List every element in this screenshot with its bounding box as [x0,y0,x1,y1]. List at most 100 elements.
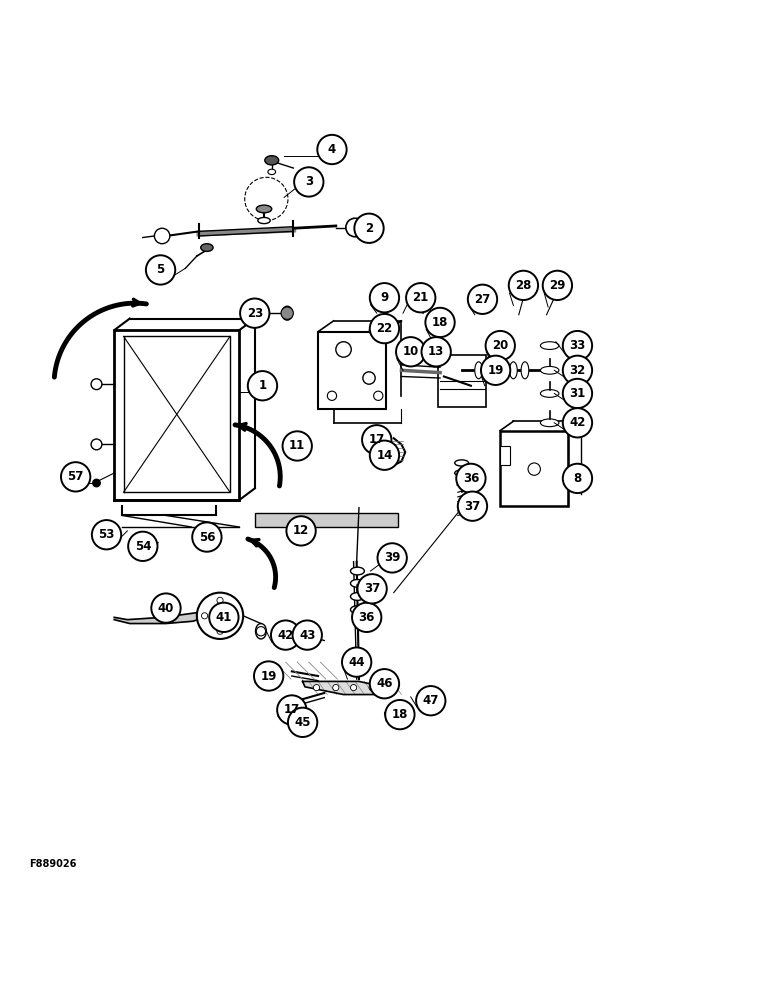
Circle shape [154,228,170,244]
Circle shape [333,685,339,691]
Ellipse shape [350,580,364,587]
Text: 36: 36 [358,611,375,624]
Circle shape [274,629,282,637]
Circle shape [486,331,515,360]
Circle shape [317,135,347,164]
Circle shape [313,685,320,691]
Circle shape [281,307,293,319]
Text: 22: 22 [376,322,393,335]
Text: 32: 32 [569,364,586,377]
Circle shape [370,314,399,343]
Text: 3: 3 [305,175,313,188]
Text: 47: 47 [422,694,439,707]
Circle shape [406,283,435,312]
Circle shape [146,255,175,285]
Text: 5: 5 [157,263,164,276]
Text: 4: 4 [328,143,336,156]
Ellipse shape [540,419,559,427]
Ellipse shape [273,626,283,640]
Circle shape [425,308,455,337]
Text: 19: 19 [260,670,277,683]
Text: 36: 36 [462,472,479,485]
Circle shape [256,627,266,636]
Circle shape [543,271,572,300]
Circle shape [294,167,323,197]
Ellipse shape [200,608,208,620]
Circle shape [509,271,538,300]
Text: 9: 9 [381,291,388,304]
Circle shape [458,492,487,521]
Circle shape [286,516,316,546]
Circle shape [350,685,357,691]
Circle shape [422,337,451,366]
Circle shape [563,464,592,493]
Bar [500,446,510,465]
Ellipse shape [455,470,469,476]
Text: 40: 40 [157,602,174,615]
Text: 18: 18 [391,708,408,721]
Circle shape [370,441,399,470]
Circle shape [283,431,312,461]
Ellipse shape [498,362,506,379]
Text: 33: 33 [569,339,586,352]
Circle shape [271,620,300,650]
Circle shape [369,685,375,691]
Circle shape [374,391,383,400]
Text: 18: 18 [432,316,449,329]
Ellipse shape [256,205,272,213]
Circle shape [396,337,425,366]
Circle shape [192,522,222,552]
Text: 39: 39 [384,551,401,564]
Circle shape [201,613,208,619]
Circle shape [61,462,90,492]
Text: 13: 13 [428,345,445,358]
Circle shape [209,603,239,632]
Ellipse shape [256,624,266,639]
Text: 45: 45 [294,716,311,729]
Ellipse shape [540,390,559,397]
Text: 57: 57 [67,470,84,483]
Circle shape [91,439,102,450]
Circle shape [481,356,510,385]
Ellipse shape [350,567,364,575]
Text: 23: 23 [246,307,263,320]
Bar [318,332,386,409]
Bar [255,513,398,527]
Text: 2: 2 [365,222,373,235]
Circle shape [354,214,384,243]
Circle shape [254,661,283,691]
Text: 11: 11 [289,439,306,452]
Ellipse shape [268,169,276,175]
Circle shape [245,177,288,221]
Text: 42: 42 [277,629,294,642]
Circle shape [563,379,592,408]
Circle shape [327,391,337,400]
Text: F889026: F889026 [29,859,76,869]
Ellipse shape [282,306,293,320]
Circle shape [370,669,399,698]
Text: 17: 17 [283,703,300,716]
Text: 21: 21 [412,291,429,304]
Circle shape [217,628,223,634]
Text: 43: 43 [299,629,316,642]
Text: 10: 10 [402,345,419,358]
Ellipse shape [540,342,559,349]
Text: 14: 14 [376,449,393,462]
Circle shape [352,603,381,632]
Ellipse shape [265,156,279,165]
Text: 46: 46 [376,677,393,690]
Polygon shape [303,681,395,695]
Ellipse shape [540,366,559,374]
Ellipse shape [201,244,213,251]
Circle shape [416,686,445,715]
Text: 28: 28 [515,279,532,292]
Circle shape [277,695,306,725]
Circle shape [197,593,243,639]
Circle shape [93,479,100,487]
Text: 42: 42 [569,416,586,429]
Circle shape [468,285,497,314]
Circle shape [528,463,540,475]
Circle shape [363,372,375,384]
Circle shape [211,607,229,625]
Circle shape [240,299,269,328]
